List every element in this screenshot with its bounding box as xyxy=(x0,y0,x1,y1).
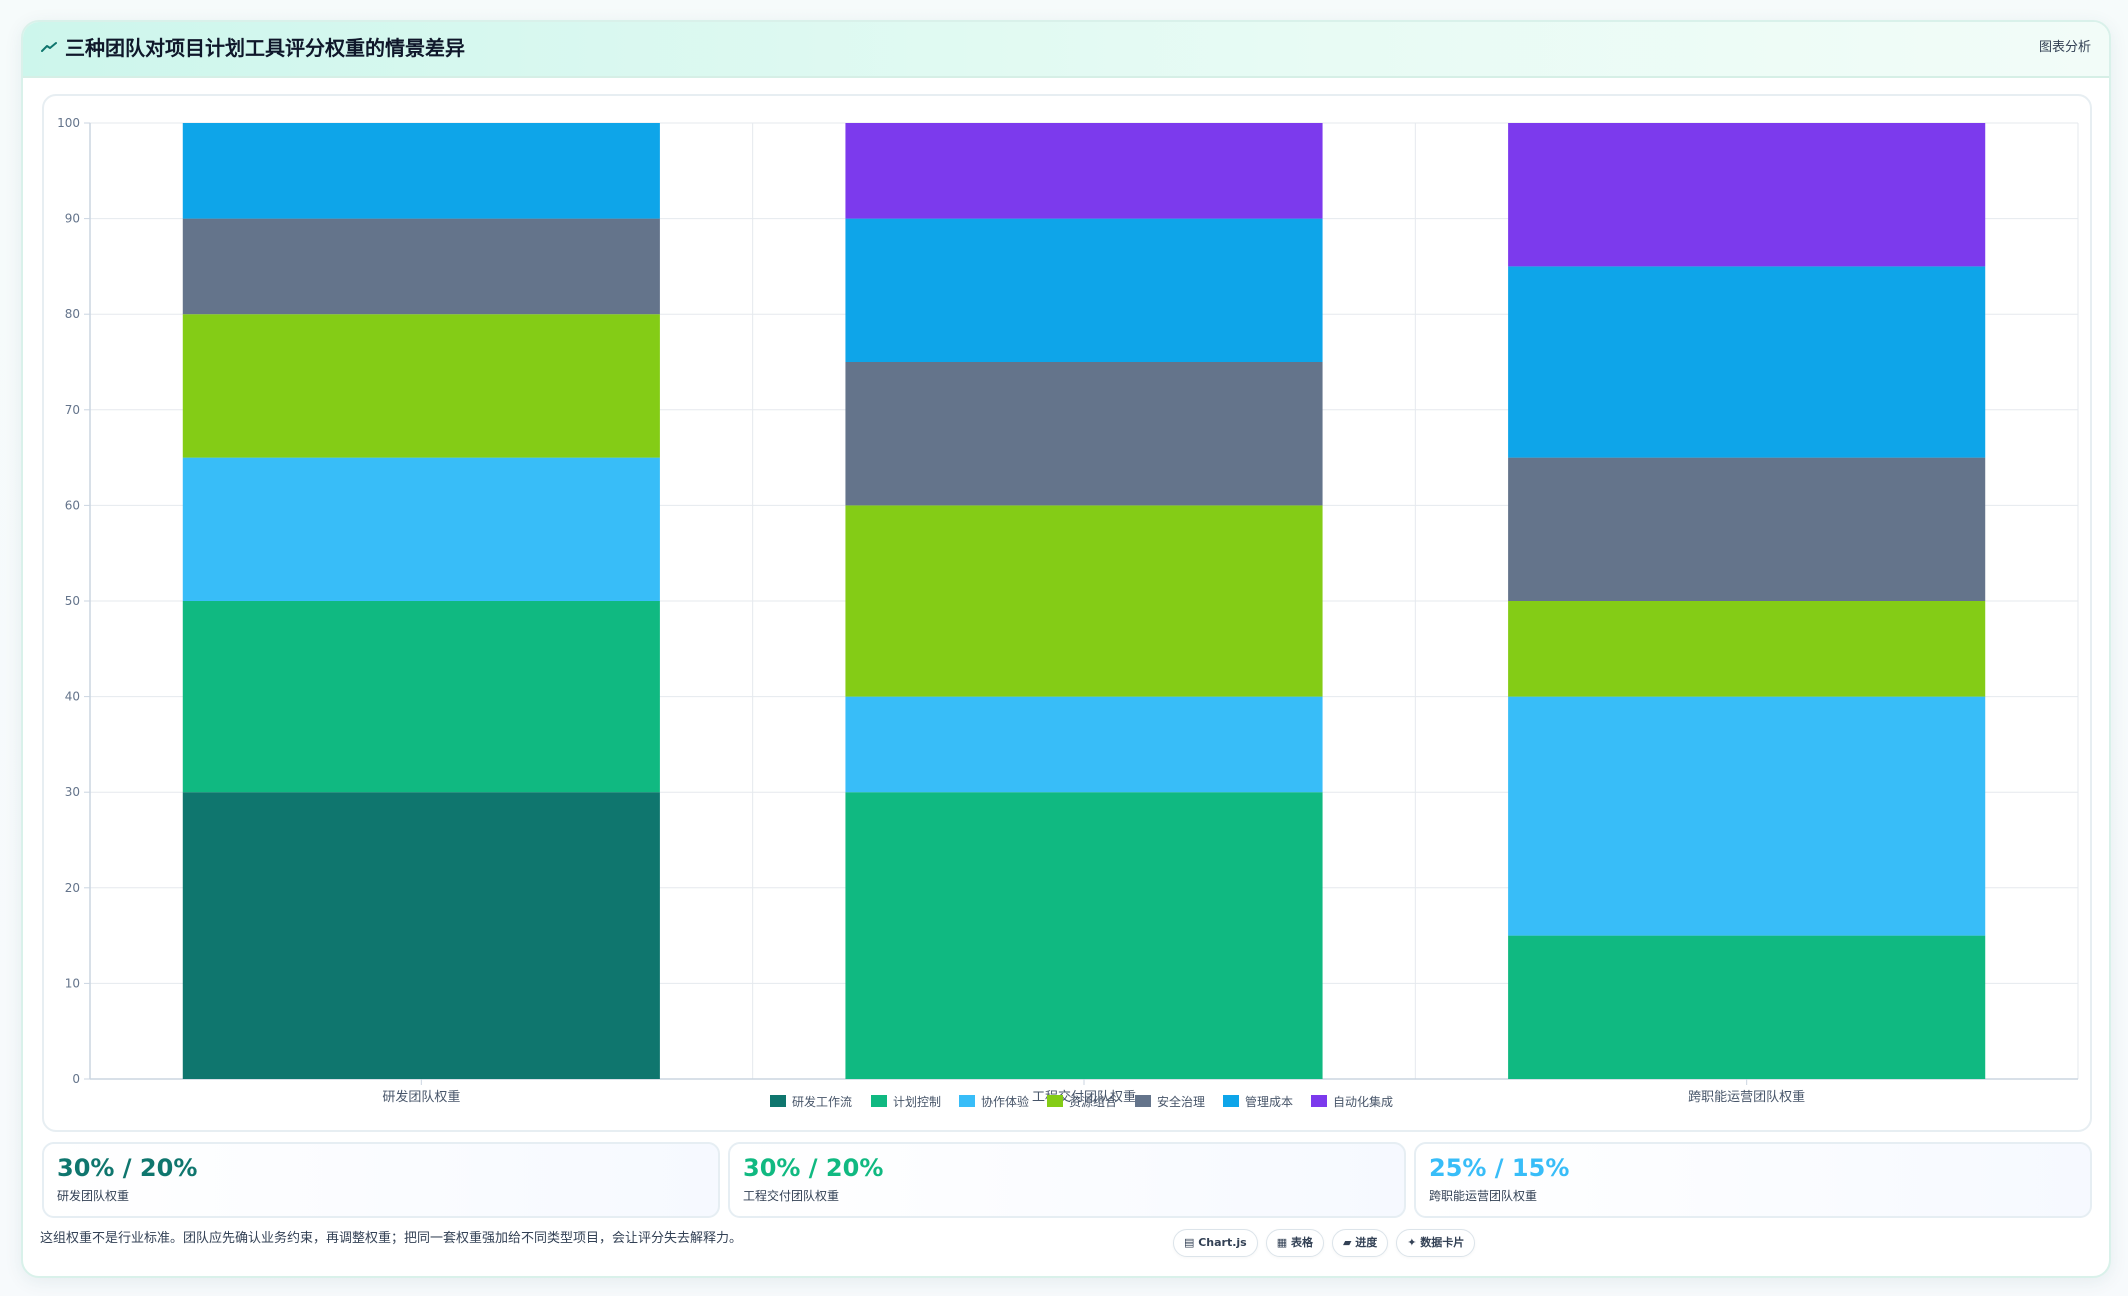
stat-label: 跨职能运营团队权重 xyxy=(1429,1189,1538,1203)
footer-note: 这组权重不是行业标准。团队应先确认业务约束，再调整权重；把同一套权重强加给不同类… xyxy=(40,1231,743,1246)
bar-segment xyxy=(1508,935,1986,1079)
x-tick-label: 跨职能运营团队权重 xyxy=(1688,1089,1805,1105)
bar-segment xyxy=(1508,601,1986,697)
stat-card-rd: 30% / 20% 研发团队权重 xyxy=(42,1142,720,1218)
bar-segment xyxy=(182,457,660,601)
bar-segment xyxy=(845,218,1323,362)
legend-label: 管理成本 xyxy=(1245,1094,1293,1109)
y-tick-label: 70 xyxy=(65,403,80,417)
y-tick-label: 100 xyxy=(57,116,80,130)
bar-segment xyxy=(1508,696,1986,936)
bar-segment xyxy=(845,696,1323,793)
chart-analysis-link[interactable]: 图表分析 xyxy=(2038,40,2091,55)
y-tick-label: 80 xyxy=(65,307,80,321)
chip-table[interactable]: ▦ 表格 xyxy=(1265,1229,1324,1257)
legend-label: 安全治理 xyxy=(1157,1094,1205,1109)
legend-label: 计划控制 xyxy=(893,1095,941,1109)
y-tick-label: 10 xyxy=(65,976,80,990)
y-tick-label: 0 xyxy=(72,1072,80,1086)
legend-swatch xyxy=(1135,1095,1151,1107)
bar-segment xyxy=(182,123,660,219)
bar-segment xyxy=(1508,123,1986,267)
stat-card-ops: 25% / 15% 跨职能运营团队权重 xyxy=(1414,1142,2092,1218)
stat-label: 研发团队权重 xyxy=(57,1189,130,1203)
bar-segment xyxy=(845,362,1323,506)
y-tick-label: 30 xyxy=(65,785,80,799)
trend-line-icon xyxy=(41,42,57,52)
y-tick-label: 40 xyxy=(65,690,80,704)
chip-progress[interactable]: ▰ 进度 xyxy=(1331,1229,1389,1257)
stat-value: 25% / 15% xyxy=(1429,1154,1570,1182)
card-header: 三种团队对项目计划工具评分权重的情景差异 图表分析 xyxy=(23,22,2109,78)
y-tick-label: 60 xyxy=(65,498,80,512)
legend-swatch xyxy=(1311,1095,1327,1107)
dashboard-card: 三种团队对项目计划工具评分权重的情景差异 图表分析 0 10 20 30 40 50 60 7… xyxy=(21,20,2111,1278)
legend-label: 自动化集成 xyxy=(1333,1094,1393,1109)
bar-segment xyxy=(845,123,1323,219)
stat-value: 30% / 20% xyxy=(57,1154,198,1182)
bar-segment xyxy=(182,792,660,1079)
bar-segment xyxy=(182,314,660,458)
legend-swatch xyxy=(1223,1095,1239,1107)
legend-swatch xyxy=(871,1095,887,1107)
stat-value: 30% / 20% xyxy=(743,1154,884,1182)
y-tick-label: 50 xyxy=(65,594,80,608)
y-tick-label: 20 xyxy=(65,881,80,895)
legend-swatch xyxy=(770,1095,786,1107)
bar-segment xyxy=(845,505,1323,697)
stat-cards: 30% / 20% 研发团队权重 30% / 20% 工程交付团队权重 25% … xyxy=(42,1142,2092,1218)
bar-segment xyxy=(1508,266,1986,458)
legend-swatch xyxy=(959,1095,975,1107)
x-tick-label: 研发团队权重 xyxy=(382,1089,460,1105)
page-title: 三种团队对项目计划工具评分权重的情景差异 xyxy=(65,36,465,60)
bar-segment xyxy=(1508,457,1986,601)
legend-label: 研发工作流 xyxy=(792,1094,852,1109)
y-tick-label: 90 xyxy=(65,212,80,226)
bar-segment xyxy=(182,601,660,793)
bar-segment xyxy=(182,218,660,315)
tool-chips: ▤ Chart.js ▦ 表格 ▰ 进度 ✦ 数据卡片 xyxy=(1173,1229,1476,1257)
legend-label: 资源组合 xyxy=(1069,1094,1117,1109)
chip-chartjs[interactable]: ▤ Chart.js xyxy=(1173,1229,1258,1257)
bar-segment xyxy=(845,792,1323,1079)
stat-card-delivery: 30% / 20% 工程交付团队权重 xyxy=(728,1142,1406,1218)
chip-data-card[interactable]: ✦ 数据卡片 xyxy=(1396,1229,1476,1257)
stat-label: 工程交付团队权重 xyxy=(743,1189,840,1203)
legend-swatch xyxy=(1047,1095,1063,1107)
chart-panel: 0 10 20 30 40 50 60 70 80 90 100 研发团队权重 工程交付团队权重 跨职能运… xyxy=(42,94,2092,1132)
legend-label: 协作体验 xyxy=(981,1094,1029,1109)
